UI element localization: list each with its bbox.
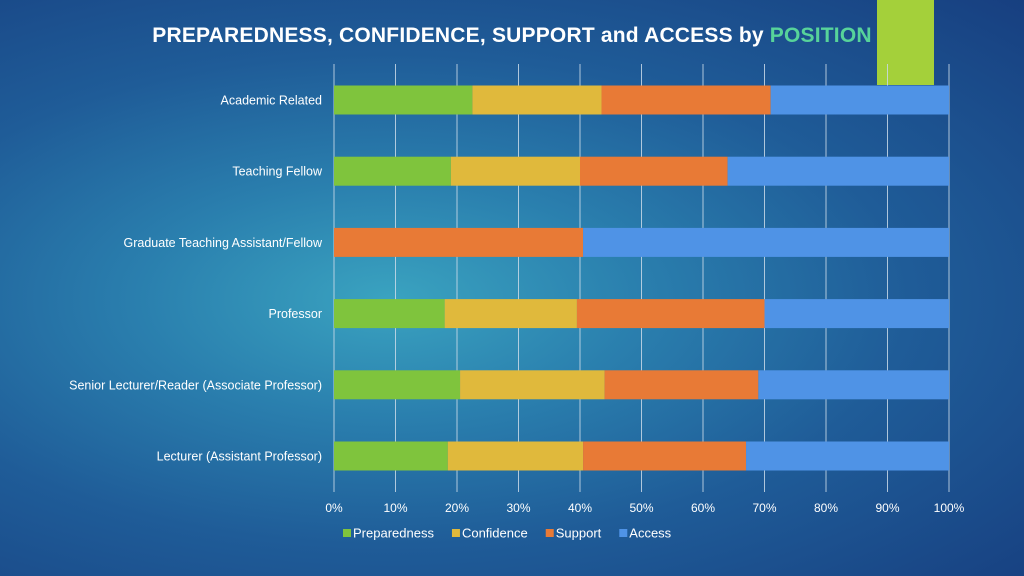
x-tick-label: 40%: [568, 501, 592, 515]
bar-segment: [580, 156, 728, 186]
category-label: Graduate Teaching Assistant/Fellow: [124, 236, 323, 250]
x-tick-label: 0%: [325, 501, 343, 515]
category-label: Academic Related: [221, 94, 322, 108]
bar-segment: [334, 299, 445, 329]
bar-segment: [334, 156, 451, 186]
legend-label: Support: [556, 526, 602, 541]
bar-segment: [334, 370, 461, 400]
x-axis-tick-labels: 0% 10% 20% 30% 40% 50% 60% 70% 80% 90% 100%: [325, 501, 964, 515]
bar-segment: [764, 299, 949, 329]
category-label: Lecturer (Assistant Professor): [157, 450, 322, 464]
x-tick-label: 70%: [752, 501, 776, 515]
legend-swatch: [451, 529, 460, 537]
legend-swatch: [545, 529, 554, 537]
category-label: Teaching Fellow: [232, 165, 323, 179]
x-tick-label: 30%: [506, 501, 530, 515]
bar-segment: [334, 85, 473, 115]
bar-segment: [758, 370, 949, 400]
category-label: Senior Lecturer/Reader (Associate Profes…: [69, 378, 322, 392]
bar-segment: [604, 370, 759, 400]
bar-segment: [583, 227, 949, 257]
bar-segment: [334, 441, 448, 471]
bar-segment: [460, 370, 605, 400]
legend-label: Confidence: [462, 526, 528, 541]
chart-title-main: PREPAREDNESS, CONFIDENCE, SUPPORT and AC…: [152, 24, 764, 47]
bar-segment: [450, 156, 580, 186]
bar-segment: [770, 85, 949, 115]
legend-label: Preparedness: [353, 526, 434, 541]
x-tick-label: 60%: [691, 501, 715, 515]
bar-segment: [583, 441, 747, 471]
bar-segment: [447, 441, 584, 471]
bar-segment: [576, 299, 765, 329]
bar-segment: [444, 299, 577, 329]
legend-swatch: [619, 529, 628, 537]
bar-segment: [727, 156, 949, 186]
x-tick-label: 20%: [445, 501, 469, 515]
bar-segment: [334, 227, 584, 257]
chart-title-highlight: POSITION: [769, 24, 872, 47]
legend-label: Access: [629, 526, 671, 541]
bars: [334, 85, 949, 471]
x-tick-label: 50%: [629, 501, 653, 515]
x-tick-label: 10%: [383, 501, 407, 515]
legend: Preparedness Confidence Support Access: [343, 526, 672, 541]
gridlines: [333, 64, 950, 492]
x-tick-label: 90%: [875, 501, 899, 515]
category-label: Professor: [269, 307, 323, 321]
category-labels: Academic Related Teaching Fellow Graduate …: [69, 94, 323, 464]
accent-bar: [877, 0, 934, 85]
chart-title: PREPAREDNESS, CONFIDENCE, SUPPORT and AC…: [0, 24, 1024, 48]
bar-segment: [601, 85, 771, 115]
bar-segment: [472, 85, 602, 115]
bar-segment: [746, 441, 949, 471]
x-tick-label: 80%: [814, 501, 838, 515]
x-tick-label: 100%: [934, 501, 965, 515]
legend-swatch: [343, 529, 351, 537]
